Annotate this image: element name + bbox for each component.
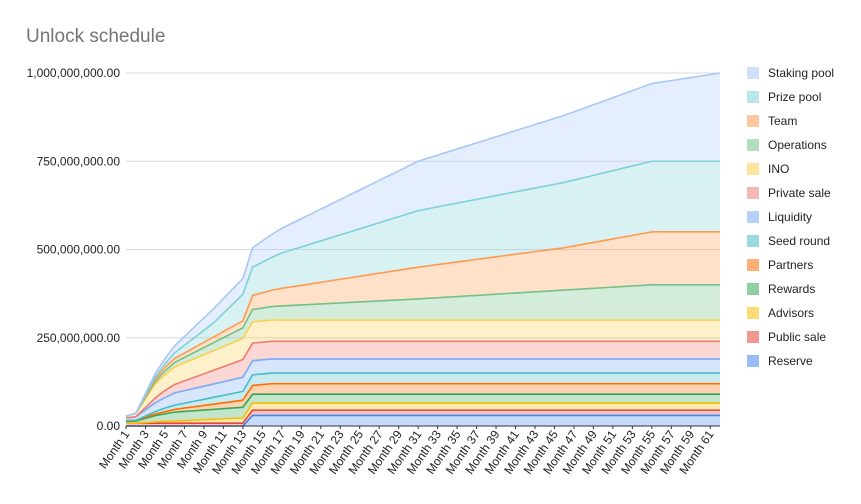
series-lines xyxy=(125,72,721,427)
legend-swatch xyxy=(747,331,759,343)
legend-swatch xyxy=(747,307,759,319)
y-tick-label: 750,000,000.00 xyxy=(37,154,121,168)
line-prize-pool xyxy=(125,160,720,417)
legend-label: Liquidity xyxy=(768,210,812,224)
y-tick-label: 0.00 xyxy=(97,419,121,433)
line-advisors xyxy=(126,402,720,424)
legend-swatch xyxy=(747,67,759,79)
legend-label: Reserve xyxy=(768,354,813,368)
stacked-areas xyxy=(126,73,720,426)
legend-label: Seed round xyxy=(768,234,830,248)
area-team xyxy=(126,231,720,417)
legend-swatch xyxy=(747,187,759,199)
area-public-sale xyxy=(126,410,720,426)
legend-label: Advisors xyxy=(768,306,814,320)
chart-title: Unlock schedule xyxy=(26,26,166,47)
legend-swatch xyxy=(747,355,759,367)
legend: Staking pool Prize pool Team Operations INO P… xyxy=(747,66,834,368)
area-advisors xyxy=(126,403,720,424)
y-tick-label: 1,000,000,000.00 xyxy=(27,66,121,80)
y-tick-label: 250,000,000.00 xyxy=(37,331,121,345)
line-partners xyxy=(125,382,720,422)
area-ino xyxy=(126,320,720,418)
legend-label: Staking pool xyxy=(768,66,834,80)
area-reserve xyxy=(126,415,720,426)
line-ino xyxy=(125,319,720,417)
legend-swatch xyxy=(747,283,759,295)
area-private-sale xyxy=(126,341,720,418)
legend-label: Operations xyxy=(768,138,827,152)
line-seed-round xyxy=(125,372,720,422)
area-partners xyxy=(126,383,720,422)
legend-label: Prize pool xyxy=(768,90,821,104)
legend-swatch xyxy=(747,91,759,103)
line-liquidity xyxy=(125,358,720,419)
legend-label: Team xyxy=(768,114,797,128)
area-rewards xyxy=(126,394,720,424)
line-operations xyxy=(125,284,720,417)
line-rewards xyxy=(125,393,720,423)
line-team xyxy=(125,231,720,417)
legend-swatch xyxy=(747,259,759,271)
area-prize-pool xyxy=(126,161,720,417)
line-private-sale xyxy=(125,340,720,419)
legend-swatch xyxy=(747,211,759,223)
y-tick-label: 500,000,000.00 xyxy=(37,243,121,257)
legend-label: Private sale xyxy=(768,186,831,200)
legend-label: Rewards xyxy=(768,282,815,296)
area-liquidity xyxy=(126,358,720,421)
legend-label: INO xyxy=(768,162,789,176)
axes: 0.00 250,000,000.00 500,000,000.00 750,000,… xyxy=(27,66,720,477)
legend-swatch xyxy=(747,235,759,247)
legend-swatch xyxy=(747,115,759,127)
legend-label: Public sale xyxy=(768,330,826,344)
line-public-sale xyxy=(126,409,720,424)
legend-swatch xyxy=(747,163,759,175)
area-staking-pool xyxy=(126,73,720,417)
area-operations xyxy=(126,284,720,417)
legend-swatch xyxy=(747,139,759,151)
line-staking-pool xyxy=(125,72,721,417)
legend-label: Partners xyxy=(768,258,813,272)
